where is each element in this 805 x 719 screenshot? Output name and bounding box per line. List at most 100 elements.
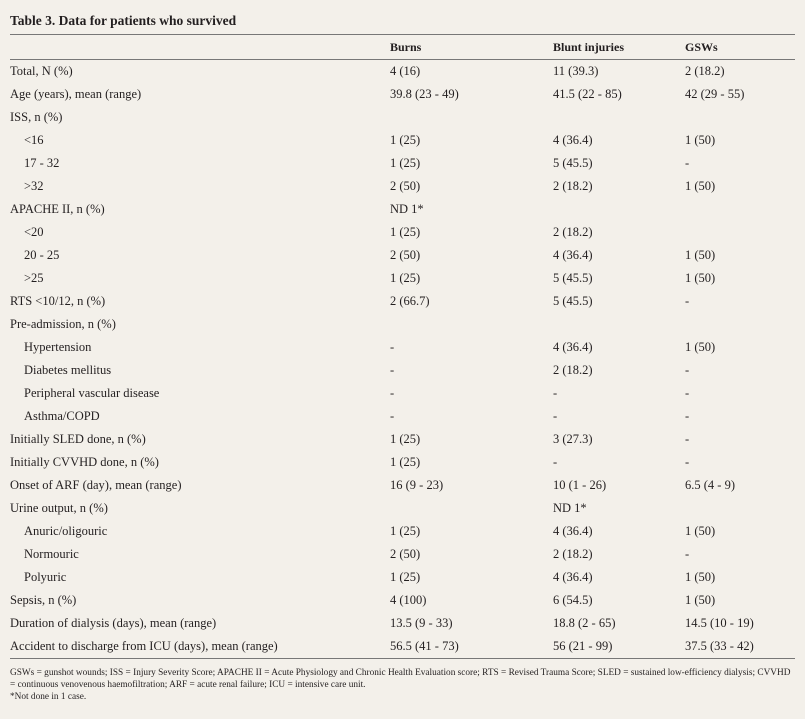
- cell: -: [685, 294, 690, 308]
- cell: 1 (50): [685, 570, 716, 584]
- cell: 41.5 (22 - 85): [553, 87, 622, 101]
- row: Age (years), mean (range) 39.8 (23 - 49) 4…: [10, 83, 795, 106]
- cell: 4 (100): [390, 593, 427, 607]
- row-label: Onset of ARF (day), mean (range): [10, 478, 182, 492]
- row-label: 20 - 25: [24, 248, 60, 262]
- sub-row: 20 - 25 2 (50) 4 (36.4) 1 (50): [10, 244, 795, 267]
- column-header: Burns: [390, 39, 422, 54]
- cell: 4 (36.4): [553, 248, 593, 262]
- row-label: >32: [24, 179, 44, 193]
- cell: [390, 313, 553, 336]
- cell: 2 (50): [390, 248, 421, 262]
- cell: 18.8 (2 - 65): [553, 616, 616, 630]
- row: Pre-admission, n (%): [10, 313, 795, 336]
- row: Onset of ARF (day), mean (range) 16 (9 - …: [10, 474, 795, 497]
- column-header: Blunt injuries: [553, 39, 625, 54]
- cell: [390, 497, 553, 520]
- cell: 5 (45.5): [553, 271, 593, 285]
- row: APACHE II, n (%) ND 1*: [10, 198, 795, 221]
- cell: [685, 313, 795, 336]
- cell: -: [390, 409, 395, 423]
- cell: 56 (21 - 99): [553, 639, 613, 653]
- cell: [553, 198, 685, 221]
- cell: -: [390, 363, 395, 377]
- cell: 1 (25): [390, 156, 421, 170]
- row-label: Peripheral vascular disease: [24, 386, 160, 400]
- cell: -: [390, 340, 395, 354]
- row-label: Pre-admission, n (%): [10, 317, 116, 331]
- row: Duration of dialysis (days), mean (range…: [10, 612, 795, 635]
- cell: 39.8 (23 - 49): [390, 87, 459, 101]
- table-header: Burns Blunt injuries GSWs: [10, 35, 795, 60]
- cell: 56.5 (41 - 73): [390, 639, 459, 653]
- cell: 2 (18.2): [553, 225, 593, 239]
- row: Urine output, n (%) ND 1*: [10, 497, 795, 520]
- cell: ND 1*: [390, 202, 424, 216]
- cell: 6.5 (4 - 9): [685, 478, 735, 492]
- cell: -: [553, 386, 558, 400]
- cell: 1 (25): [390, 432, 421, 446]
- cell: 16 (9 - 23): [390, 478, 444, 492]
- footnote: GSWs = gunshot wounds; ISS = Injury Seve…: [10, 668, 791, 690]
- row: RTS <10/12, n (%) 2 (66.7) 5 (45.5) -: [10, 290, 795, 313]
- cell: [553, 106, 685, 129]
- cell: -: [685, 409, 690, 423]
- cell: 4 (36.4): [553, 570, 593, 584]
- cell: -: [685, 547, 690, 561]
- sub-row: Diabetes mellitus - 2 (18.2) -: [10, 359, 795, 382]
- row-label: 17 - 32: [24, 156, 60, 170]
- cell: [685, 497, 795, 520]
- row-label: RTS <10/12, n (%): [10, 294, 106, 308]
- row: ISS, n (%): [10, 106, 795, 129]
- cell: 14.5 (10 - 19): [685, 616, 754, 630]
- row-label: ISS, n (%): [10, 110, 63, 124]
- cell: 3 (27.3): [553, 432, 593, 446]
- cell: [685, 106, 795, 129]
- cell: 6 (54.5): [553, 593, 593, 607]
- cell: 1 (50): [685, 271, 716, 285]
- cell: [390, 106, 553, 129]
- sub-row: Hypertension - 4 (36.4) 1 (50): [10, 336, 795, 359]
- cell: 1 (25): [390, 455, 421, 469]
- row: Initially CVVHD done, n (%) 1 (25) - -: [10, 451, 795, 474]
- column-header: GSWs: [685, 39, 718, 54]
- row: Initially SLED done, n (%) 1 (25) 3 (27.3)…: [10, 428, 795, 451]
- row-label: <16: [24, 133, 44, 147]
- row-label: Diabetes mellitus: [24, 363, 112, 377]
- row-label: Asthma/COPD: [24, 409, 100, 423]
- cell: -: [553, 409, 558, 423]
- cell: 1 (50): [685, 524, 716, 538]
- cell: 1 (50): [685, 248, 716, 262]
- row-label: Total, N (%): [10, 64, 73, 78]
- cell: 4 (16): [390, 64, 421, 78]
- row: Accident to discharge from ICU (days), m…: [10, 635, 795, 659]
- cell: 4 (36.4): [553, 524, 593, 538]
- cell: 11 (39.3): [553, 64, 599, 78]
- cell: [685, 198, 795, 221]
- cell: 10 (1 - 26): [553, 478, 607, 492]
- row-label: Sepsis, n (%): [10, 593, 77, 607]
- sub-row: <16 1 (25) 4 (36.4) 1 (50): [10, 129, 795, 152]
- row-label: >25: [24, 271, 44, 285]
- cell: 1 (50): [685, 593, 716, 607]
- row: Total, N (%) 4 (16) 11 (39.3) 2 (18.2): [10, 60, 795, 84]
- cell: 5 (45.5): [553, 294, 593, 308]
- cell: 37.5 (33 - 42): [685, 639, 754, 653]
- row-label: APACHE II, n (%): [10, 202, 105, 216]
- cell: [685, 221, 795, 244]
- table-title: Table 3. Data for patients who survived: [10, 12, 795, 35]
- cell: 4 (36.4): [553, 340, 593, 354]
- footnotes: GSWs = gunshot wounds; ISS = Injury Seve…: [10, 667, 795, 703]
- sub-row: Asthma/COPD - - -: [10, 405, 795, 428]
- cell: 1 (25): [390, 225, 421, 239]
- row: Sepsis, n (%) 4 (100) 6 (54.5) 1 (50): [10, 589, 795, 612]
- cell: -: [685, 386, 690, 400]
- cell: ND 1*: [553, 501, 587, 515]
- sub-row: Normouric 2 (50) 2 (18.2) -: [10, 543, 795, 566]
- cell: 2 (18.2): [685, 64, 725, 78]
- cell: 1 (25): [390, 271, 421, 285]
- cell: 2 (18.2): [553, 363, 593, 377]
- cell: 2 (18.2): [553, 179, 593, 193]
- row-label: Anuric/oligouric: [24, 524, 108, 538]
- data-table: Burns Blunt injuries GSWs Total, N (%) 4 (1…: [10, 35, 795, 659]
